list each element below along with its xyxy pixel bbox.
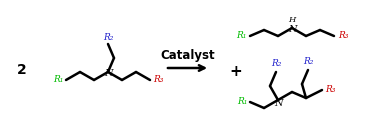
Text: N: N: [104, 70, 112, 78]
Text: N: N: [274, 98, 282, 108]
Text: H: H: [288, 16, 296, 24]
Text: R₃: R₃: [153, 76, 163, 84]
Text: N: N: [288, 26, 296, 35]
Text: 2: 2: [17, 63, 27, 77]
Text: R₂: R₂: [271, 60, 281, 68]
Text: +: +: [229, 64, 242, 80]
Text: R₁: R₁: [53, 76, 63, 84]
Text: Catalyst: Catalyst: [160, 49, 215, 62]
Text: R₁: R₁: [236, 32, 246, 40]
Text: R₃: R₃: [338, 32, 348, 40]
Text: R₂: R₂: [103, 32, 113, 42]
Text: R₁: R₁: [237, 98, 247, 106]
Text: R₃: R₃: [325, 86, 335, 94]
Text: R₂: R₂: [303, 58, 313, 66]
